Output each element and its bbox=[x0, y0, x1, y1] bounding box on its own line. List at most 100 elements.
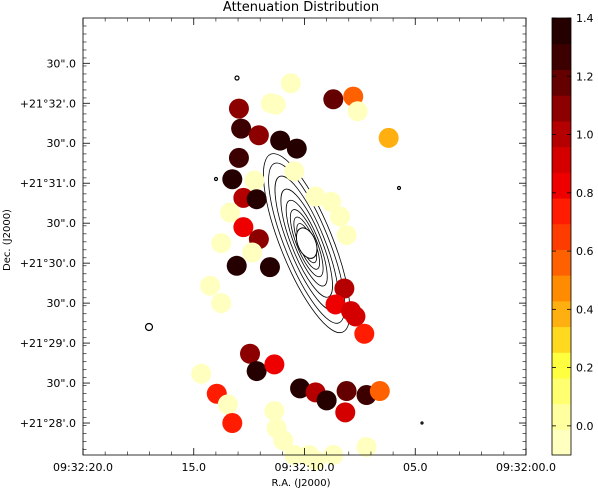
attenuation-point bbox=[354, 323, 375, 344]
attenuation-point bbox=[259, 257, 280, 278]
y-tick-label: 30".0 bbox=[46, 217, 76, 230]
y-tick-label: 30".0 bbox=[46, 57, 76, 70]
attenuation-point bbox=[286, 138, 307, 159]
colorbar-segment bbox=[552, 275, 571, 302]
attenuation-point bbox=[240, 343, 261, 364]
colorbar-frame bbox=[551, 17, 572, 456]
galaxy-core bbox=[295, 227, 318, 259]
y-axis: +21°28'.0 30".0 +21°29'.0 30".0 +21°30'.0 30"… bbox=[20, 25, 526, 450]
attenuation-point bbox=[325, 294, 346, 315]
colorbar-segment bbox=[552, 120, 571, 148]
contour-knot bbox=[213, 176, 219, 182]
contour-knot bbox=[144, 322, 154, 332]
attenuation-point bbox=[335, 402, 356, 423]
contour-knot bbox=[234, 75, 240, 81]
contour-line bbox=[285, 199, 328, 287]
attenuation-point bbox=[200, 275, 221, 296]
contour-line bbox=[263, 153, 351, 334]
attenuation-point bbox=[323, 89, 344, 110]
attenuation-point bbox=[321, 191, 342, 212]
y-tick-label: +21°32'.0 bbox=[20, 97, 76, 110]
attenuation-point bbox=[336, 381, 357, 402]
y-tick-label: +21°28'.0 bbox=[20, 417, 76, 430]
attenuation-point bbox=[290, 378, 311, 399]
contour-knot bbox=[420, 421, 424, 425]
attenuation-point bbox=[356, 437, 377, 458]
attenuation-point bbox=[336, 225, 357, 246]
colorbar-tick-label: 0.8 bbox=[576, 187, 594, 200]
attenuation-point bbox=[191, 363, 212, 384]
attenuation-point bbox=[305, 186, 326, 207]
colorbar-segment bbox=[552, 429, 571, 456]
chart-title: Attenuation Distribution bbox=[223, 0, 379, 15]
attenuation-point bbox=[246, 189, 267, 210]
colorbar-segment bbox=[552, 95, 571, 122]
attenuation-point bbox=[244, 170, 265, 191]
attenuation-point bbox=[246, 361, 267, 382]
colorbar-segment bbox=[552, 18, 571, 45]
colorbar-tick-label: 1.0 bbox=[576, 129, 594, 142]
colorbar-tick-label: 0.6 bbox=[576, 245, 594, 258]
galaxy-contours bbox=[144, 75, 424, 425]
attenuation-point bbox=[248, 125, 269, 146]
attenuation-point bbox=[264, 401, 285, 422]
attenuation-point bbox=[211, 293, 232, 314]
attenuation-point bbox=[228, 147, 249, 168]
attenuation-point bbox=[222, 169, 243, 190]
x-tick-label: 15.0 bbox=[182, 461, 207, 474]
attenuation-point bbox=[222, 413, 243, 434]
colorbar-tick-label: 0.4 bbox=[576, 303, 594, 316]
colorbar-segment bbox=[552, 249, 571, 276]
colorbar-segment bbox=[552, 69, 571, 96]
attenuation-point bbox=[228, 98, 249, 119]
colorbar-segment bbox=[552, 377, 571, 405]
colorbar-tick-label: 1.2 bbox=[576, 70, 594, 83]
x-tick-label: 05.0 bbox=[403, 461, 428, 474]
attenuation-point bbox=[345, 306, 366, 327]
contour-line bbox=[280, 188, 333, 298]
colorbar-segment bbox=[552, 197, 571, 225]
attenuation-point bbox=[242, 242, 263, 263]
x-axis: 09:32:20.0 15.0 09:32:10.0 05.0 09:32:00.0 bbox=[53, 18, 556, 474]
attenuation-point bbox=[217, 394, 238, 415]
y-tick-label: +21°29'.0 bbox=[20, 337, 76, 350]
attenuation-point bbox=[233, 217, 254, 238]
colorbar-segment bbox=[552, 172, 571, 199]
attenuation-point bbox=[264, 354, 285, 375]
y-tick-label: +21°31'.0 bbox=[20, 177, 76, 190]
attenuation-point bbox=[334, 278, 355, 299]
attenuation-point bbox=[211, 233, 232, 254]
y-tick-label: 30".0 bbox=[46, 377, 76, 390]
y-tick-label: 30".0 bbox=[46, 137, 76, 150]
attenuation-point bbox=[347, 101, 368, 122]
x-tick-label: 09:32:10.0 bbox=[275, 461, 335, 474]
attenuation-point bbox=[378, 127, 399, 148]
attenuation-point bbox=[273, 430, 294, 451]
colorbar-segment bbox=[552, 403, 571, 430]
contour-line bbox=[289, 209, 324, 278]
colorbar-segment bbox=[552, 352, 571, 379]
colorbar-segment bbox=[552, 146, 571, 173]
colorbar-segment bbox=[552, 300, 571, 328]
y-axis-label: Dec. (J2000) bbox=[2, 209, 13, 271]
colorbar-tick-label: 0.0 bbox=[576, 420, 594, 433]
attenuation-point bbox=[226, 255, 247, 276]
colorbar: 1.4 1.2 1.0 0.8 0.6 0.4 0.2 0.0 bbox=[551, 12, 594, 456]
attenuation-point bbox=[369, 381, 390, 402]
attenuation-point bbox=[260, 93, 281, 114]
x-tick-label: 09:32:20.0 bbox=[53, 461, 113, 474]
attenuation-point bbox=[284, 161, 305, 182]
colorbar-tick-label: 0.2 bbox=[576, 362, 594, 375]
attenuation-point bbox=[220, 202, 241, 223]
colorbar-segment bbox=[552, 43, 571, 71]
colorbar-segment bbox=[552, 326, 571, 353]
attenuation-point bbox=[231, 118, 252, 139]
colorbar-segment bbox=[552, 223, 571, 250]
y-tick-label: 30".0 bbox=[46, 297, 76, 310]
contour-knot bbox=[396, 185, 402, 191]
x-tick-label: 09:32:00.0 bbox=[496, 461, 556, 474]
attenuation-point bbox=[270, 130, 291, 151]
colorbar-tick-label: 1.4 bbox=[576, 12, 594, 25]
x-axis-label: R.A. (J2000) bbox=[272, 478, 331, 489]
